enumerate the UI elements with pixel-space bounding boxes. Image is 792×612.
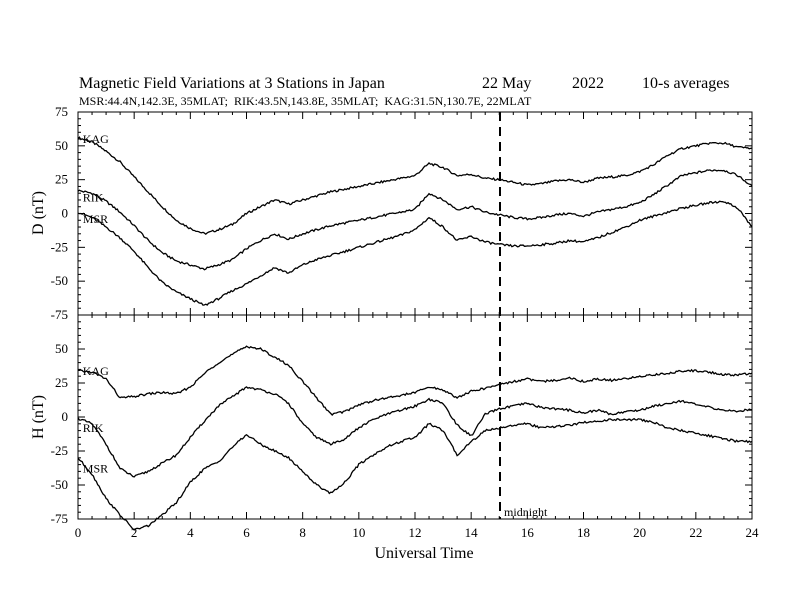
h-y-tick-label: -75 — [51, 511, 68, 526]
x-tick-label: 16 — [521, 525, 535, 540]
h-annotation-kag: KAG — [83, 364, 109, 378]
d-series-kag — [77, 136, 753, 236]
h-panel-frame — [77, 314, 753, 520]
chart-title: Magnetic Field Variations at 3 Stations … — [79, 75, 385, 92]
d-y-tick-label: 25 — [55, 172, 68, 187]
chart-date: 22 May — [482, 75, 531, 92]
h-axis-label: H (nT) — [30, 395, 47, 439]
x-tick-label: 24 — [746, 525, 760, 540]
h-y-tick-label: 50 — [55, 341, 68, 356]
x-tick-label: 22 — [689, 525, 702, 540]
h-panel: 0 2 4 6 8 10 12 14 16 18 20 22 24-75-50-2502550KAGRI… — [51, 314, 760, 540]
d-annotation-rik: RIK — [83, 190, 104, 204]
h-series-msr — [77, 417, 753, 531]
x-tick-label: 14 — [465, 525, 479, 540]
h-annotation-msr: MSR — [83, 462, 108, 476]
d-series-rik — [77, 169, 753, 271]
d-y-tick-label: -25 — [51, 239, 68, 254]
x-tick-label: 10 — [352, 525, 365, 540]
h-y-tick-label: 0 — [62, 409, 69, 424]
x-tick-label: 20 — [633, 525, 646, 540]
h-series-rik — [77, 386, 752, 478]
d-annotation-msr: MSR — [83, 212, 108, 226]
x-tick-label: 0 — [75, 525, 82, 540]
d-annotation-kag: KAG — [83, 132, 109, 146]
h-annotation-midnight: midnight — [504, 505, 548, 519]
h-y-tick-label: -25 — [51, 443, 68, 458]
h-annotation-rik: RIK — [83, 421, 104, 435]
d-y-tick-label: -50 — [51, 273, 68, 288]
chart-year: 2022 — [572, 75, 604, 92]
x-tick-label: 8 — [299, 525, 306, 540]
d-series-msr — [77, 200, 753, 306]
d-panel: -75 -50 -25 0 25 50 75 KAG RIK MSR — [51, 104, 753, 322]
x-tick-label: 2 — [131, 525, 138, 540]
x-tick-label: 4 — [187, 525, 194, 540]
d-y-tick-label: -75 — [51, 307, 68, 322]
x-axis-label: Universal Time — [374, 545, 473, 562]
x-tick-label: 6 — [243, 525, 250, 540]
station-info: MSR:44.4N,142.3E, 35MLAT; RIK:43.5N,143.… — [79, 94, 532, 108]
h-y-tick-label: -50 — [51, 477, 68, 492]
chart-averaging: 10-s averages — [642, 75, 730, 92]
d-y-tick-label: 0 — [62, 206, 69, 221]
d-axis-label: D (nT) — [30, 191, 47, 235]
x-tick-label: 18 — [577, 525, 590, 540]
h-series-kag — [78, 345, 753, 416]
x-tick-label: 12 — [409, 525, 422, 540]
d-y-tick-label: 50 — [55, 138, 68, 153]
d-y-tick-label: 75 — [55, 104, 68, 119]
h-y-tick-label: 25 — [55, 375, 68, 390]
d-panel-frame — [77, 111, 753, 316]
